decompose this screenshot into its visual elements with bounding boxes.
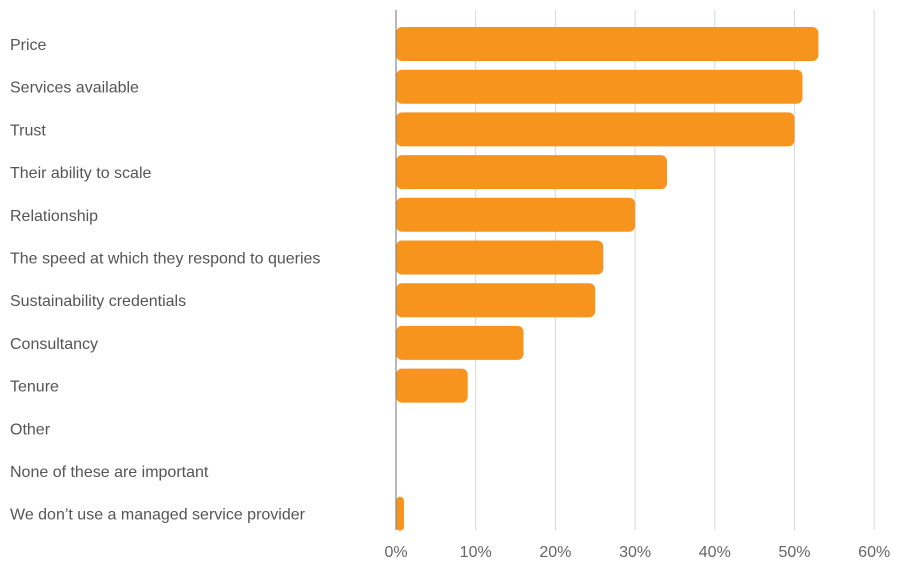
category-label: None of these are important [10,464,209,481]
bar [396,197,636,232]
x-tick-label: 0% [384,544,407,561]
bar [396,325,524,360]
category-label: Relationship [10,208,98,225]
bar [396,368,468,403]
category-label: The speed at which they respond to queri… [10,251,320,268]
bar [396,240,604,275]
category-label: Price [10,37,47,54]
bar [396,27,819,61]
x-tick-label: 30% [619,544,651,561]
bars [396,27,819,531]
category-label: Tenure [10,379,59,396]
category-label: Other [10,421,51,438]
category-label: We don’t use a managed service provider [10,507,306,524]
bar [396,112,795,147]
category-label: Their ability to scale [10,165,151,182]
x-tick-label: 20% [539,544,571,561]
x-tick-label: 10% [460,544,492,561]
x-tick-labels: 0% 10% 20% 30% 40% 50% 60% [384,544,890,561]
category-label: Sustainability credentials [10,293,186,310]
bar [396,155,667,190]
bar [396,496,404,531]
x-tick-label: 60% [858,544,890,561]
category-labels: Price Services available Trust Their abilit… [10,37,320,524]
bar [396,69,803,104]
bar [396,283,596,318]
category-label: Services available [10,80,139,97]
x-tick-label: 40% [699,544,731,561]
category-label: Trust [10,122,46,139]
category-label: Consultancy [10,336,98,353]
x-tick-label: 50% [778,544,810,561]
